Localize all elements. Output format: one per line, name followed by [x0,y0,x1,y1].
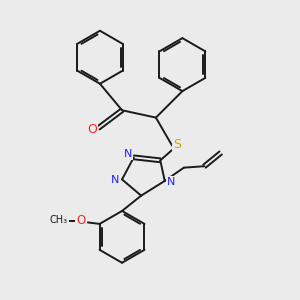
Text: S: S [173,139,181,152]
Text: O: O [76,214,86,227]
Text: N: N [167,177,175,188]
Text: N: N [111,175,120,185]
Text: CH₃: CH₃ [50,215,68,225]
Text: N: N [124,149,132,159]
Text: O: O [87,124,97,136]
